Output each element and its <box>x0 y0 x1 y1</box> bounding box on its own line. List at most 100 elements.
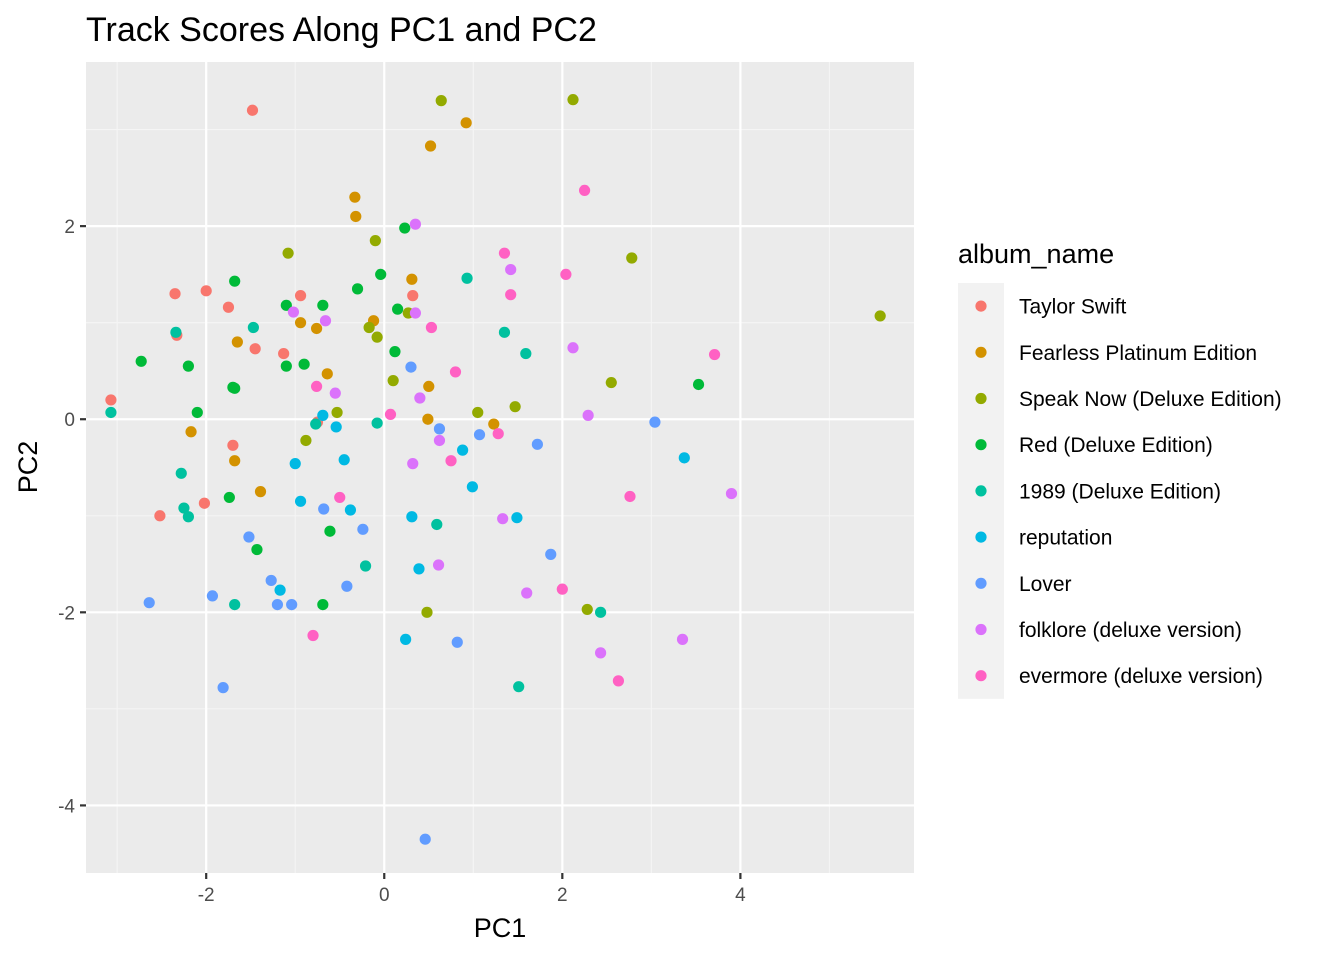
x-tick-label: -2 <box>198 885 215 906</box>
data-point <box>105 406 117 419</box>
legend-label: Lover <box>1019 573 1072 596</box>
data-point <box>582 409 594 421</box>
data-point <box>409 307 422 319</box>
major-gridlines <box>86 62 914 873</box>
data-point <box>520 347 532 360</box>
data-point <box>274 584 286 596</box>
data-point <box>229 382 241 394</box>
data-point <box>387 375 399 387</box>
data-point <box>318 503 330 515</box>
data-point <box>371 331 383 343</box>
data-point <box>605 376 617 389</box>
legend-key <box>975 531 987 543</box>
data-point <box>182 360 194 372</box>
data-point <box>178 502 190 514</box>
data-point <box>350 210 362 223</box>
data-point <box>359 560 372 572</box>
data-point <box>421 606 433 618</box>
data-point <box>407 458 419 470</box>
data-point <box>399 222 411 234</box>
data-point <box>567 94 579 106</box>
data-point <box>229 598 241 611</box>
data-point <box>198 497 211 509</box>
legend-label: Red (Deluxe Edition) <box>1019 434 1213 457</box>
data-point <box>331 406 343 419</box>
data-point <box>278 347 290 360</box>
data-point <box>317 299 329 311</box>
data-point <box>431 518 443 531</box>
data-point <box>414 392 426 404</box>
data-point <box>445 455 457 467</box>
legend-key <box>975 439 987 451</box>
chart-title: Track Scores Along PC1 and PC2 <box>86 11 597 49</box>
data-point <box>357 523 369 535</box>
data-point <box>191 406 203 419</box>
data-point <box>451 636 463 648</box>
data-point <box>175 467 187 479</box>
x-axis-ticks: -2 0 2 4 <box>198 873 746 906</box>
data-point <box>280 299 292 311</box>
data-point <box>289 458 301 470</box>
data-point <box>229 275 241 287</box>
data-point <box>324 525 336 537</box>
data-point <box>371 417 383 429</box>
data-point <box>329 387 341 399</box>
data-point <box>280 360 292 372</box>
data-point <box>319 315 332 327</box>
legend-label: folklore (deluxe version) <box>1019 619 1242 642</box>
data-point <box>154 510 166 522</box>
data-point <box>265 574 277 587</box>
data-point <box>449 366 462 378</box>
data-point <box>498 247 511 259</box>
legend-items: Taylor Swift Fearless Platinum Edition Spe… <box>958 283 1282 699</box>
data-point <box>513 681 525 693</box>
data-point <box>461 272 473 284</box>
data-point <box>874 310 886 322</box>
data-point <box>423 380 435 392</box>
data-point <box>624 490 636 503</box>
data-point <box>349 191 361 203</box>
data-point <box>581 603 593 616</box>
data-point <box>231 336 243 348</box>
data-point <box>505 263 517 276</box>
data-point <box>298 358 310 370</box>
data-point <box>413 563 425 575</box>
data-point <box>409 218 422 230</box>
data-point <box>271 598 284 611</box>
data-point <box>407 290 419 302</box>
data-point <box>406 273 418 285</box>
data-point <box>249 343 261 355</box>
data-point <box>286 598 298 611</box>
data-point <box>363 321 375 334</box>
data-point <box>560 268 572 281</box>
data-point <box>254 486 267 498</box>
data-point <box>511 512 523 524</box>
data-point <box>389 346 401 358</box>
data-point <box>170 326 182 338</box>
data-point <box>334 491 346 504</box>
data-point <box>307 629 319 642</box>
data-point <box>649 416 661 428</box>
legend-label: evermore (deluxe version) <box>1019 665 1263 688</box>
data-point <box>521 587 533 599</box>
y-tick-label: 2 <box>64 217 75 238</box>
data-point <box>384 408 397 420</box>
data-point <box>419 833 431 845</box>
data-point <box>105 394 117 406</box>
data-point <box>405 361 417 373</box>
legend-key <box>975 485 987 497</box>
legend-label: Speak Now (Deluxe Edition) <box>1019 388 1282 411</box>
data-point <box>300 434 312 447</box>
data-point <box>492 428 504 440</box>
data-point <box>497 513 509 525</box>
data-point <box>406 511 418 523</box>
data-point <box>400 633 412 645</box>
data-point <box>217 682 229 694</box>
legend-title: album_name <box>958 239 1114 269</box>
data-point <box>725 487 738 500</box>
data-point <box>310 322 323 335</box>
x-tick-label: 0 <box>379 885 390 906</box>
data-point <box>310 418 322 430</box>
data-point <box>425 321 438 334</box>
data-point <box>435 95 447 107</box>
